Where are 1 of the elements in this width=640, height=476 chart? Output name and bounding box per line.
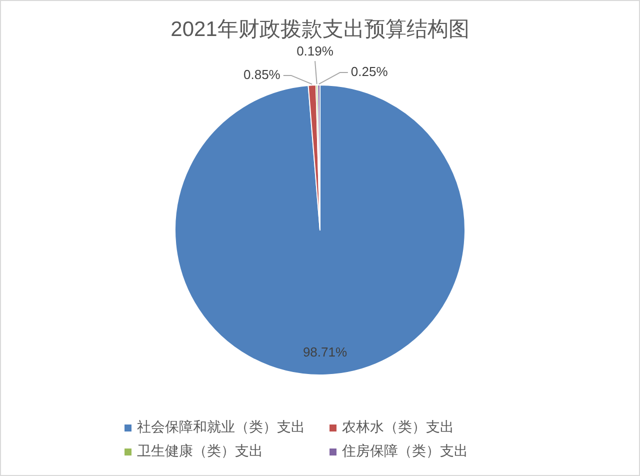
title: 2021年财政拨款支出预算结构图	[170, 18, 470, 41]
